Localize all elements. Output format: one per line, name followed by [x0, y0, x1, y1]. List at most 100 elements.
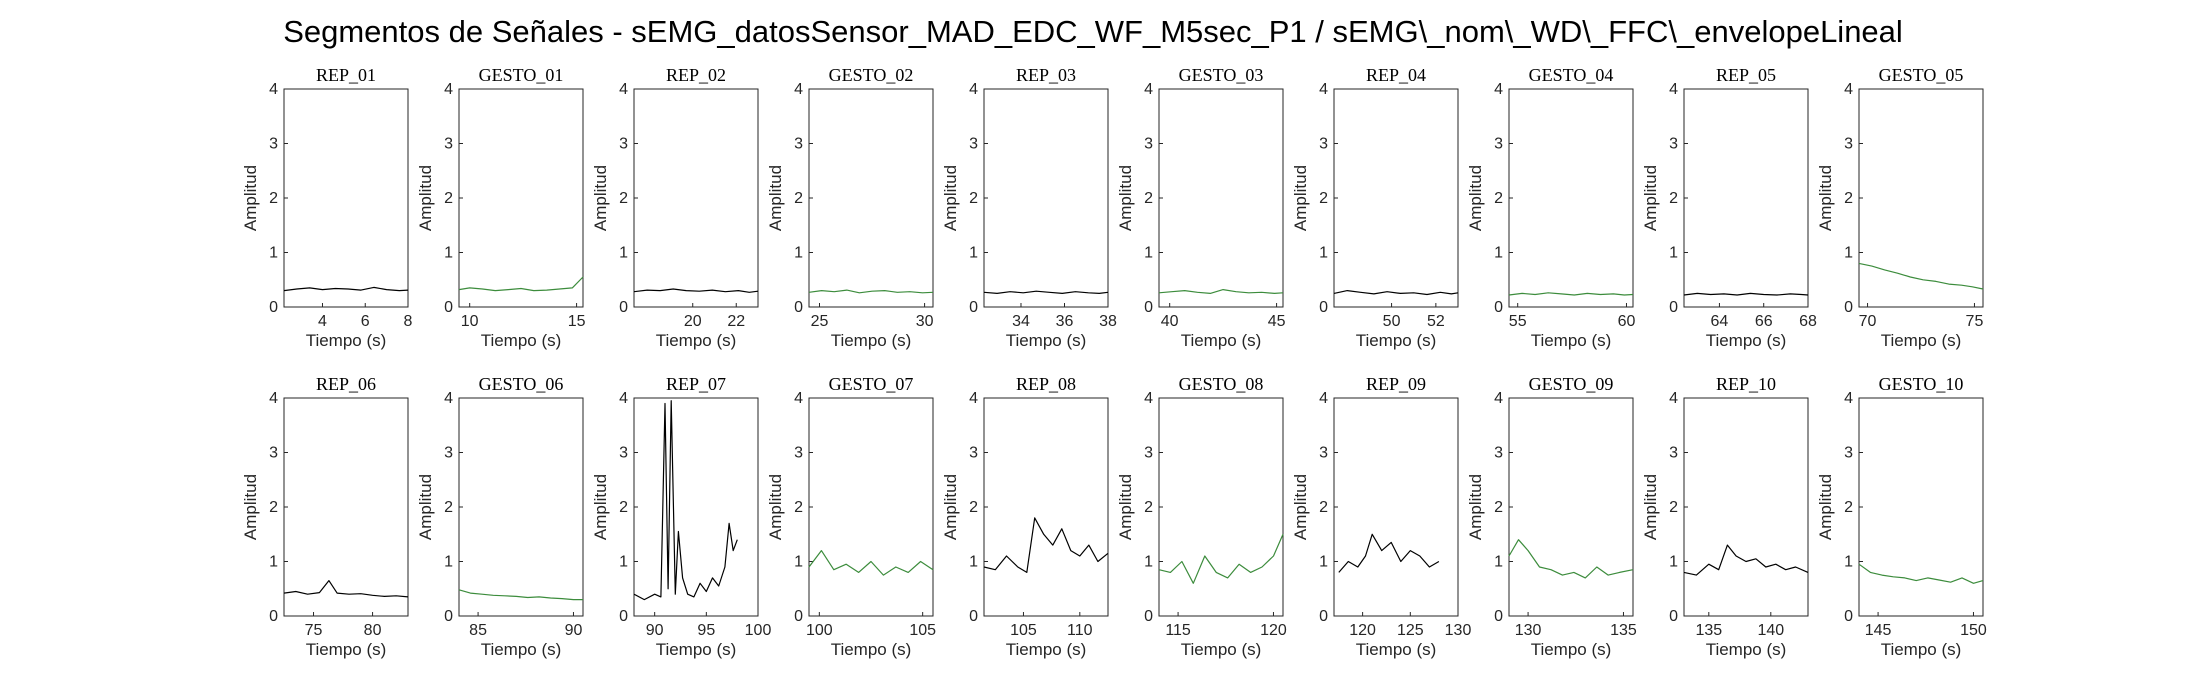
y-tick-label: 4 [1844, 390, 1853, 407]
y-tick-label: 2 [1494, 190, 1503, 207]
subplot-rep-09: REP_09 0 1 2 3 4 120 125 130 Tiempo (s) Amplitud [1291, 374, 1471, 659]
y-tick-label: 0 [269, 299, 278, 316]
x-axis-label: Tiempo (s) [1881, 331, 1962, 350]
x-tick-label: 45 [1268, 313, 1286, 330]
x-axis-label: Tiempo (s) [656, 640, 737, 659]
y-tick-label: 3 [794, 136, 803, 153]
subplot-title: REP_01 [316, 65, 376, 85]
y-tick-label: 2 [794, 190, 803, 207]
y-tick-label: 2 [1144, 190, 1153, 207]
y-tick-label: 3 [444, 136, 453, 153]
y-tick-label: 1 [269, 554, 278, 571]
subplot-title: GESTO_05 [1879, 65, 1964, 85]
y-tick-label: 2 [1669, 499, 1678, 516]
subplot-title: GESTO_08 [1179, 374, 1264, 394]
x-tick-label: 25 [811, 313, 829, 330]
y-tick-label: 3 [969, 445, 978, 462]
x-axis-label: Tiempo (s) [1706, 640, 1787, 659]
signal-line [1858, 563, 1984, 584]
x-tick-label: 90 [646, 622, 664, 639]
y-tick-label: 0 [1144, 608, 1153, 625]
subplot-gesto-01: GESTO_01 0 1 2 3 4 10 15 Tiempo (s) Amplitud [416, 65, 586, 350]
x-tick-label: 30 [916, 313, 934, 330]
subplot-title: GESTO_01 [479, 65, 564, 85]
x-tick-label: 15 [568, 313, 586, 330]
x-axis-label: Tiempo (s) [831, 331, 912, 350]
y-tick-label: 2 [619, 499, 628, 516]
signal-line [1683, 292, 1809, 296]
y-tick-label: 0 [444, 608, 453, 625]
y-tick-label: 0 [1844, 608, 1853, 625]
y-tick-label: 0 [619, 299, 628, 316]
x-tick-label: 125 [1397, 622, 1424, 639]
y-tick-label: 1 [969, 245, 978, 262]
y-tick-label: 2 [969, 190, 978, 207]
signal-line [1158, 534, 1284, 584]
y-axis-label: Amplitud [1816, 165, 1835, 231]
subplot-title: REP_03 [1016, 65, 1076, 85]
y-axis-label: Amplitud [416, 474, 435, 540]
y-tick-label: 0 [269, 608, 278, 625]
x-axis-label: Tiempo (s) [831, 640, 912, 659]
x-tick-label: 60 [1618, 313, 1636, 330]
subplot-title: REP_04 [1366, 65, 1426, 85]
subplot-title: REP_08 [1016, 374, 1076, 394]
y-tick-label: 4 [1319, 81, 1328, 98]
axes-box [458, 397, 584, 617]
subplot-title: GESTO_04 [1529, 65, 1614, 85]
y-axis-label: Amplitud [591, 165, 610, 231]
signal-line [1158, 289, 1284, 294]
subplot-rep-05: REP_05 0 1 2 3 4 64 66 68 Tiempo (s) Amplitud [1641, 65, 1817, 350]
x-axis-label: Tiempo (s) [1356, 640, 1437, 659]
y-tick-label: 2 [794, 499, 803, 516]
y-axis-label: Amplitud [241, 165, 260, 231]
signal-line [633, 288, 759, 293]
y-tick-label: 3 [269, 136, 278, 153]
y-tick-label: 2 [444, 499, 453, 516]
y-tick-label: 1 [1844, 245, 1853, 262]
x-tick-label: 80 [364, 622, 382, 639]
y-tick-label: 4 [619, 81, 628, 98]
signal-line [983, 517, 1109, 574]
y-axis-label: Amplitud [941, 474, 960, 540]
y-tick-label: 4 [269, 390, 278, 407]
signal-line [633, 400, 738, 601]
y-tick-label: 0 [1144, 299, 1153, 316]
y-tick-label: 1 [794, 554, 803, 571]
x-tick-label: 100 [806, 622, 833, 639]
y-tick-label: 2 [969, 499, 978, 516]
y-tick-label: 0 [1844, 299, 1853, 316]
y-tick-label: 4 [794, 390, 803, 407]
y-tick-label: 1 [619, 245, 628, 262]
y-tick-label: 3 [269, 445, 278, 462]
signal-line [808, 549, 934, 576]
x-axis-label: Tiempo (s) [1356, 331, 1437, 350]
axes-box [1508, 88, 1634, 308]
subplot-title: REP_09 [1366, 374, 1426, 394]
y-tick-label: 3 [619, 445, 628, 462]
axes-box [808, 88, 934, 308]
y-axis-label: Amplitud [1466, 474, 1485, 540]
x-tick-label: 130 [1515, 622, 1542, 639]
y-tick-label: 1 [444, 554, 453, 571]
x-tick-label: 105 [1010, 622, 1037, 639]
y-tick-label: 4 [1669, 81, 1678, 98]
y-axis-label: Amplitud [1641, 165, 1660, 231]
x-axis-label: Tiempo (s) [1531, 640, 1612, 659]
signal-line [1858, 262, 1984, 290]
x-tick-label: 140 [1757, 622, 1784, 639]
axes-box [633, 397, 759, 617]
y-tick-label: 4 [1494, 81, 1503, 98]
x-tick-label: 105 [909, 622, 936, 639]
axes-box [1683, 397, 1809, 617]
x-axis-label: Tiempo (s) [1706, 331, 1787, 350]
y-axis-label: Amplitud [1116, 474, 1135, 540]
y-tick-label: 1 [1494, 245, 1503, 262]
x-tick-label: 120 [1260, 622, 1287, 639]
x-tick-label: 6 [361, 313, 370, 330]
